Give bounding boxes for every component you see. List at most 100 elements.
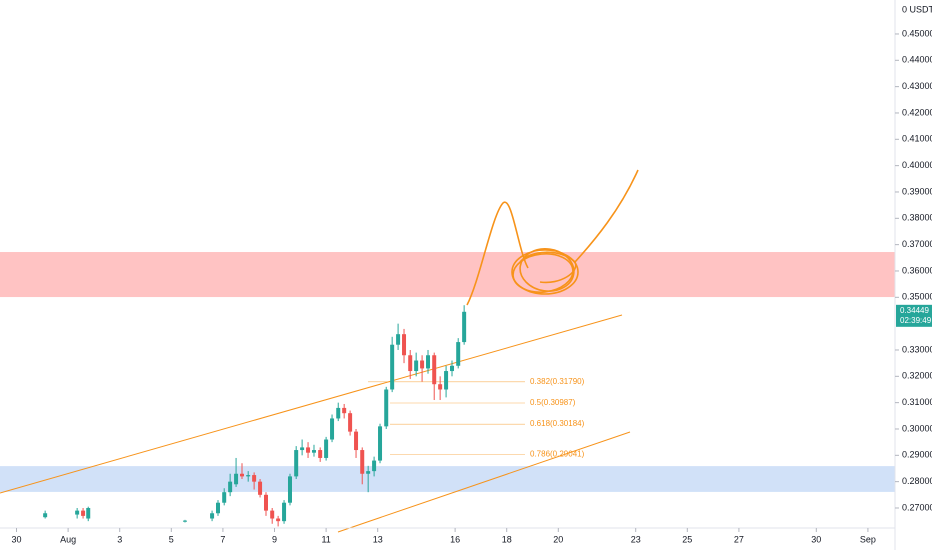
- last-price-label: 0.34449: [900, 306, 929, 315]
- y-tick-label: 0.44000: [902, 55, 932, 65]
- x-tick-label: 7: [220, 534, 225, 544]
- candle-body: [456, 342, 461, 366]
- candle-body: [222, 492, 227, 503]
- candle-body: [438, 384, 443, 390]
- candle-body: [311, 450, 316, 453]
- candle-body: [306, 447, 311, 453]
- y-tick-label: 0.35000: [902, 292, 932, 302]
- x-tick-label: 30: [811, 534, 821, 544]
- candle-body: [450, 365, 455, 372]
- candle-body: [372, 460, 377, 472]
- candle-body: [294, 450, 299, 477]
- axes: 0.27000 0.28000 0.29000 0.30000 0.31000 0.320…: [12, 28, 932, 544]
- last-price-box: [896, 304, 932, 327]
- candle-body: [228, 481, 233, 493]
- freehand-drawing: [466, 169, 639, 306]
- y-tick-label: 0.33000: [902, 344, 932, 354]
- fib-label: 0.618(0.30184): [530, 419, 585, 428]
- candle-body: [86, 507, 91, 519]
- x-tick-label: 27: [734, 534, 744, 544]
- x-tick-label: 11: [321, 534, 330, 544]
- candles: [43, 305, 467, 527]
- unit-label: 0 USDT: [902, 4, 932, 14]
- scribble-circle: [512, 253, 574, 293]
- y-tick-label: 0.37000: [902, 239, 932, 249]
- x-tick-label: 20: [553, 534, 563, 544]
- scribble-circle: [511, 249, 579, 295]
- y-tick-label: 0.42000: [902, 107, 932, 117]
- candle-body: [444, 371, 449, 390]
- zones: [0, 252, 895, 492]
- x-tick-label: 25: [682, 534, 692, 544]
- fib-label: 0.382(0.31790): [530, 377, 585, 386]
- y-tick-label: 0.39000: [902, 186, 932, 196]
- candle-body: [354, 431, 359, 451]
- candle-body: [408, 355, 413, 372]
- candle-body: [276, 518, 281, 522]
- x-tick-label: 3: [117, 534, 122, 544]
- candle-body: [366, 471, 371, 474]
- x-tick-label: 23: [631, 534, 641, 544]
- candle-body: [300, 447, 305, 451]
- countdown-label: 02:39:49: [900, 316, 932, 325]
- candle-body: [426, 355, 431, 369]
- x-tick-label: Aug: [60, 534, 76, 544]
- y-tick-label: 0.43000: [902, 81, 932, 91]
- channel-lower: [337, 431, 631, 533]
- projection-up: [466, 201, 529, 306]
- candle-body: [432, 355, 437, 385]
- candle-body: [390, 344, 395, 390]
- x-tick-label: 18: [502, 534, 512, 544]
- candle-body: [414, 360, 419, 372]
- candle-body: [360, 450, 365, 474]
- y-tick-label: 0.28000: [902, 476, 932, 486]
- candle-body: [402, 334, 407, 356]
- candle-body: [246, 475, 251, 477]
- fib-label: 0.5(0.30987): [530, 398, 576, 407]
- candle-body: [234, 473, 239, 485]
- scribble-circle: [519, 248, 575, 292]
- candle-body: [75, 510, 80, 515]
- candle-body: [43, 513, 48, 518]
- candle-body: [462, 311, 467, 343]
- candle-body: [252, 475, 257, 482]
- x-tick-label: 9: [272, 534, 277, 544]
- candle-body: [263, 494, 268, 511]
- candle-body: [324, 439, 329, 458]
- zone: [0, 252, 895, 298]
- candle-body: [420, 360, 425, 369]
- candle-body: [216, 502, 221, 514]
- y-tick-label: 0.32000: [902, 371, 932, 381]
- projection-second: [574, 169, 639, 263]
- candle-body: [384, 389, 389, 427]
- candle-body: [282, 502, 287, 522]
- x-tick-label: 16: [450, 534, 460, 544]
- candle-body: [336, 407, 341, 419]
- candle-body: [240, 473, 245, 477]
- y-tick-label: 0.27000: [902, 502, 932, 512]
- candle-body: [182, 520, 187, 522]
- candle-body: [396, 334, 401, 345]
- candle-body: [258, 481, 263, 495]
- y-tick-label: 0.41000: [902, 134, 932, 144]
- zone: [0, 466, 895, 492]
- y-tick-label: 0.36000: [902, 265, 932, 275]
- x-tick-label: 30: [12, 534, 22, 544]
- fib-levels: 0.382(0.31790) 0.5(0.30987) 0.618(0.30184)…: [368, 377, 585, 458]
- candle-body: [378, 426, 383, 461]
- candle-body: [330, 418, 335, 440]
- x-tick-label: Sep: [860, 534, 876, 544]
- candle-body: [318, 450, 323, 458]
- channel-upper: [0, 314, 623, 494]
- x-tick-label: 5: [169, 534, 174, 544]
- candle-body: [210, 513, 215, 519]
- candle-body: [81, 510, 86, 516]
- y-tick-label: 0.38000: [902, 213, 932, 223]
- y-tick-label: 0.30000: [902, 423, 932, 433]
- y-tick-label: 0.29000: [902, 450, 932, 460]
- y-tick-label: 0.31000: [902, 397, 932, 407]
- fib-label: 0.786(0.29041): [530, 449, 585, 458]
- x-tick-label: 13: [373, 534, 383, 544]
- candle-body: [342, 407, 347, 414]
